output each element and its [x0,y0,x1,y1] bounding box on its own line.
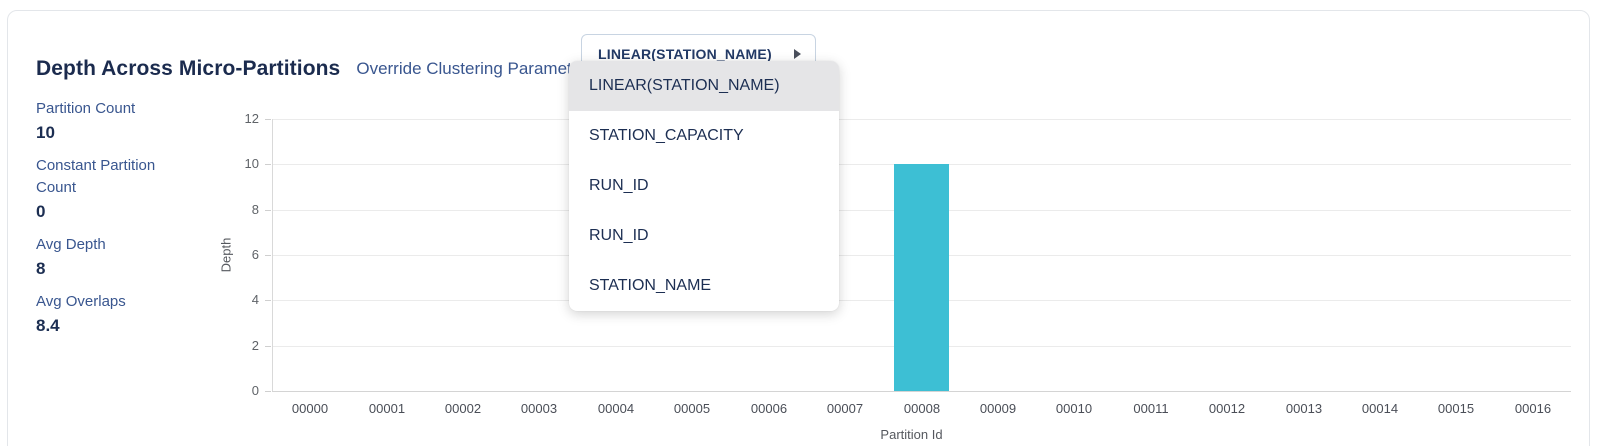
y-tick-label: 2 [251,338,259,353]
x-tick-label: 00009 [979,401,1017,416]
stat-item: Avg Depth 8 [36,234,196,281]
stat-item: Avg Overlaps 8.4 [36,291,196,338]
stat-value: 0 [36,202,46,221]
menu-item-run-id[interactable]: RUN_ID [589,177,649,194]
gridline [272,119,1571,120]
y-tick-mark [265,300,271,301]
x-tick-label: 00003 [520,401,558,416]
card-header: Depth Across Micro-Partitions Override C… [36,53,587,85]
y-tick-mark [265,210,271,211]
stat-label: Avg Depth [36,236,106,253]
stat-item: Constant Partition Count 0 [36,155,196,224]
stat-value: 10 [36,123,55,142]
x-axis-title: Partition Id [880,427,943,442]
x-tick-label: 00008 [903,401,941,416]
y-axis-title: Depth [218,237,234,273]
x-tick-label: 00001 [368,401,406,416]
stats-panel: Partition Count 10 Constant Partition Coun… [36,98,196,348]
y-tick-label: 8 [251,202,259,217]
x-tick-label: 00012 [1208,401,1246,416]
menu-item-station-capacity[interactable]: STATION_CAPACITY [589,127,744,144]
stat-label: Partition Count [36,100,136,117]
x-tick-label: 00011 [1133,401,1169,416]
x-tick-label: 00005 [673,401,711,416]
override-clustering-parameter-link[interactable]: Override Clustering Parameter [356,59,587,78]
stat-label: Avg Overlaps [36,293,126,310]
y-axis-line [272,119,273,391]
x-tick-label: 00015 [1437,401,1475,416]
x-tick-label: 00004 [597,401,635,416]
stat-value: 8 [36,259,46,278]
x-tick-label: 00010 [1055,401,1093,416]
x-tick-label: 00007 [826,401,864,416]
x-tick-label: 00016 [1514,401,1552,416]
menu-item-run-id[interactable]: RUN_ID [589,227,649,244]
stat-value: 8.4 [36,316,60,335]
stat-item: Partition Count 10 [36,98,196,145]
x-tick-label: 00000 [291,401,329,416]
y-tick-label: 12 [244,111,259,126]
x-tick-label: 00006 [750,401,788,416]
x-tick-label: 00013 [1285,401,1323,416]
stat-label: Constant Partition Count [36,157,156,196]
y-tick-mark [265,164,271,165]
y-tick-label: 10 [244,156,259,171]
clustering-key-menu: LINEAR(STATION_NAME) STATION_CAPACITY RUN_… [569,61,839,311]
y-tick-label: 6 [251,247,259,262]
menu-item-linear-station-name-[interactable]: LINEAR(STATION_NAME) [569,61,839,111]
y-tick-mark [265,255,271,256]
clustering-depth-card: Depth Across Micro-Partitions Override C… [7,10,1590,446]
menu-item-station-name[interactable]: STATION_NAME [589,277,712,294]
y-tick-mark [265,119,271,120]
dropdown-selected-value: LINEAR(STATION_NAME) [598,46,772,62]
x-axis-line [272,391,1571,392]
bar-00008[interactable] [894,164,949,391]
y-tick-mark [265,391,271,392]
y-tick-label: 4 [251,292,259,307]
x-tick-label: 00014 [1361,401,1399,416]
right-triangle-icon [794,49,801,59]
y-tick-label: 0 [251,383,259,398]
page-title: Depth Across Micro-Partitions [36,57,341,80]
x-tick-label: 00002 [444,401,482,416]
y-tick-mark [265,346,271,347]
